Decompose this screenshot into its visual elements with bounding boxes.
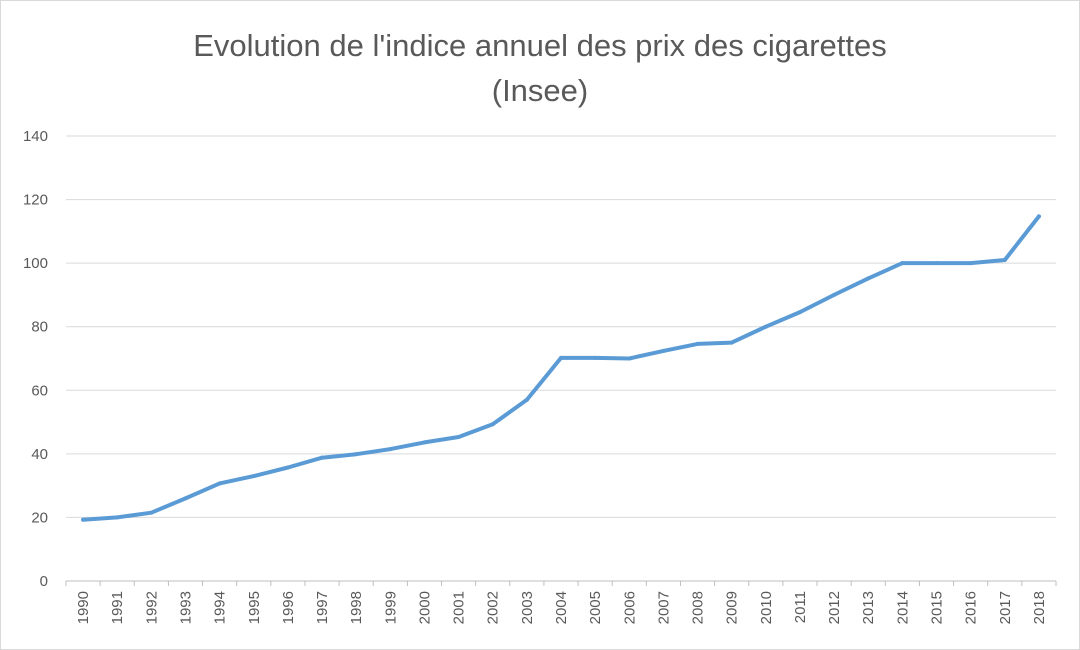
- x-tick-label: 2009: [724, 591, 741, 624]
- x-tick-label: 2012: [826, 591, 843, 624]
- y-axis-ticks: 0 20 40 60 80 100 120 140: [23, 128, 48, 590]
- data-point: [149, 510, 154, 515]
- chart-title-line-1: Evolution de l'indice annuel des prix de…: [193, 28, 887, 63]
- data-point: [797, 310, 802, 315]
- data-point: [115, 515, 120, 520]
- x-tick-label: 1997: [314, 591, 331, 624]
- series-line: [81, 214, 1041, 522]
- y-tick-label: 80: [31, 319, 48, 336]
- data-point: [832, 292, 837, 297]
- data-point: [524, 397, 529, 402]
- x-tick-label: 2011: [792, 591, 809, 623]
- y-tick-label: 40: [31, 446, 48, 463]
- y-tick-label: 60: [31, 382, 48, 399]
- data-point: [320, 455, 325, 460]
- data-point: [968, 261, 973, 266]
- chart-title-line-2: (Insee): [491, 73, 589, 108]
- data-point: [354, 452, 359, 457]
- data-point: [1002, 257, 1007, 262]
- x-tick-label: 2015: [929, 591, 946, 624]
- series-layer: [81, 214, 1041, 522]
- data-point: [934, 261, 939, 266]
- x-tick-label: 1992: [143, 591, 160, 624]
- data-point: [627, 356, 632, 361]
- data-point: [593, 355, 598, 360]
- x-tick-label: 1994: [212, 591, 229, 624]
- data-point: [456, 435, 461, 440]
- x-tick-label: 2010: [758, 591, 775, 624]
- x-tick-label: 1995: [246, 591, 263, 624]
- data-point: [763, 324, 768, 329]
- x-tick-label: 2014: [894, 591, 911, 624]
- x-tick-label: 2005: [587, 591, 604, 624]
- x-tick-label: 2013: [860, 591, 877, 624]
- y-tick-label: 100: [23, 255, 48, 272]
- data-point: [81, 517, 86, 522]
- x-tick-label: 2006: [621, 591, 638, 624]
- data-point: [729, 340, 734, 345]
- x-tick-label: 1996: [280, 591, 297, 624]
- x-tick-label: 1993: [177, 591, 194, 624]
- x-tick-label: 2004: [553, 591, 570, 624]
- data-point: [900, 261, 905, 266]
- data-point: [285, 465, 290, 470]
- data-point: [388, 447, 393, 452]
- x-tick-label: 1991: [109, 591, 126, 624]
- x-tick-label: 2000: [416, 591, 433, 624]
- y-tick-label: 120: [23, 192, 48, 209]
- data-point: [217, 481, 222, 486]
- x-axis-ticks: 1990 1991 1992 1993 1994 1995 1996 1997 1998 1999…: [65, 581, 1057, 624]
- data-point: [1036, 214, 1041, 219]
- x-tick-label: 1990: [75, 591, 92, 624]
- chart-title: Evolution de l'indice annuel des prix de…: [1, 23, 1079, 113]
- data-point: [490, 422, 495, 427]
- x-tick-label: 2007: [655, 591, 672, 624]
- x-tick-label: 2001: [451, 591, 468, 624]
- x-tick-label: 2008: [690, 591, 707, 624]
- x-tick-label: 2003: [519, 591, 536, 624]
- data-point: [661, 348, 666, 353]
- x-tick-label: 1998: [348, 591, 365, 624]
- data-point: [422, 440, 427, 445]
- x-tick-label: 2016: [963, 591, 980, 624]
- data-point: [251, 474, 256, 479]
- data-point: [559, 355, 563, 360]
- y-tick-label: 140: [23, 128, 48, 145]
- x-tick-label: 1999: [382, 591, 399, 624]
- x-tick-label: 2018: [1031, 591, 1048, 624]
- data-point: [183, 496, 188, 501]
- data-point: [866, 276, 871, 281]
- y-tick-label: 0: [40, 573, 48, 590]
- data-point: [695, 341, 700, 346]
- x-tick-label: 2002: [485, 591, 502, 624]
- x-tick-label: 2017: [997, 591, 1014, 624]
- y-tick-label: 20: [31, 509, 48, 526]
- gridlines: [66, 135, 1056, 582]
